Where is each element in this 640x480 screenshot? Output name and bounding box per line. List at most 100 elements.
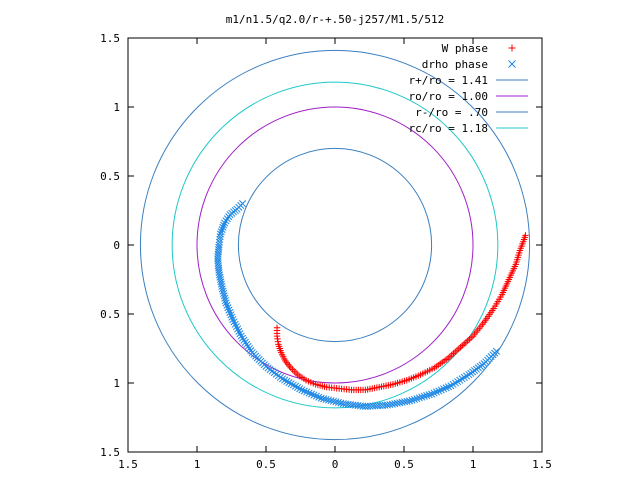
y-tick-label: 1.5 — [100, 446, 120, 459]
data-point — [220, 292, 228, 300]
data-point — [287, 380, 295, 388]
data-point — [236, 330, 244, 338]
legend: W phase drho phase r+/ro = 1.41 ro/ro = 1.0… — [409, 42, 528, 135]
circle-2 — [237, 147, 433, 343]
data-point — [226, 308, 234, 316]
data-point — [291, 368, 298, 375]
data-point — [492, 347, 501, 355]
data-point — [305, 389, 313, 397]
data-point — [522, 232, 529, 239]
data-point — [312, 392, 320, 400]
y-tick-label: 1 — [113, 377, 120, 390]
chart-title: m1/n1.5/q2.0/r-+.50-j257/M1.5/512 — [226, 13, 445, 26]
data-point — [300, 387, 308, 395]
data-point — [437, 386, 445, 394]
x-tick-label: 0 — [332, 458, 339, 471]
data-point — [294, 383, 302, 392]
data-point — [285, 378, 293, 387]
x-tick-label: 0.5 — [394, 458, 414, 471]
data-point — [223, 301, 231, 309]
data-point — [219, 223, 227, 231]
axis-ticks: 1.5 1 0.5 0 0.5 1 1.51.510.500.511.5 — [100, 32, 552, 471]
legend-swatch — [508, 60, 516, 68]
data-point — [410, 395, 418, 403]
y-tick-label: 0.5 — [100, 308, 120, 321]
reference-circles — [139, 49, 531, 441]
data-point — [220, 289, 228, 298]
data-series — [214, 200, 529, 411]
data-point — [430, 389, 438, 397]
data-point — [287, 364, 295, 372]
data-point — [221, 294, 229, 302]
data-point — [418, 393, 426, 401]
data-point — [428, 390, 436, 398]
data-point — [279, 375, 287, 383]
data-point — [221, 297, 229, 305]
legend-label: rc/ro = 1.18 — [409, 122, 488, 135]
legend-label: r-/ro = .70 — [415, 106, 488, 119]
data-point — [229, 315, 237, 324]
data-point — [291, 382, 299, 390]
x-tick-label: 1 — [194, 458, 201, 471]
series-1 — [214, 200, 501, 411]
data-point — [286, 362, 293, 370]
data-point — [310, 391, 318, 399]
data-point — [315, 393, 323, 401]
x-tick-label: 0.5 — [256, 458, 276, 471]
data-point — [218, 282, 226, 290]
y-tick-label: 0 — [113, 239, 120, 252]
legend-label: r+/ro = 1.41 — [409, 74, 488, 87]
data-point — [222, 299, 230, 307]
data-point — [228, 313, 236, 321]
data-point — [435, 387, 443, 395]
x-tick-label: 1.5 — [532, 458, 552, 471]
data-point — [442, 384, 450, 392]
data-point — [405, 397, 414, 405]
x-tick-label: 1.5 — [118, 458, 138, 471]
data-point — [231, 320, 239, 328]
x-tick-label: 1 — [470, 458, 477, 471]
circle-0 — [139, 49, 531, 441]
data-point — [298, 386, 306, 394]
data-point — [225, 306, 233, 314]
data-point — [303, 388, 311, 396]
data-point — [234, 325, 242, 333]
legend-label: W phase — [442, 42, 488, 55]
data-point — [224, 304, 232, 312]
data-point — [218, 225, 226, 234]
y-tick-label: 1.5 — [100, 32, 120, 45]
data-point — [292, 369, 300, 377]
data-point — [289, 366, 296, 373]
legend-label: drho phase — [422, 58, 488, 71]
data-point — [408, 396, 416, 404]
data-point — [220, 221, 228, 229]
data-point — [425, 391, 433, 399]
data-point — [432, 388, 440, 396]
data-point — [444, 383, 453, 391]
data-point — [284, 361, 292, 368]
data-point — [218, 285, 226, 293]
y-tick-label: 0.5 — [100, 170, 120, 183]
data-point — [221, 219, 229, 227]
data-point — [423, 392, 431, 400]
data-point — [227, 311, 235, 319]
data-point — [219, 287, 227, 295]
series-0 — [273, 232, 529, 394]
data-point — [420, 392, 428, 400]
data-point — [289, 381, 297, 389]
data-point — [296, 385, 304, 393]
data-point — [440, 385, 448, 393]
data-point — [232, 323, 240, 331]
y-tick-label: 1 — [113, 101, 120, 114]
circle-3 — [171, 81, 499, 409]
data-point — [307, 390, 316, 398]
data-point — [283, 377, 291, 385]
data-point — [413, 395, 421, 403]
legend-swatch — [508, 44, 516, 52]
data-point — [235, 327, 243, 335]
circle-1 — [196, 106, 474, 384]
data-point — [415, 394, 423, 402]
data-point — [281, 376, 289, 384]
data-point — [230, 318, 238, 326]
